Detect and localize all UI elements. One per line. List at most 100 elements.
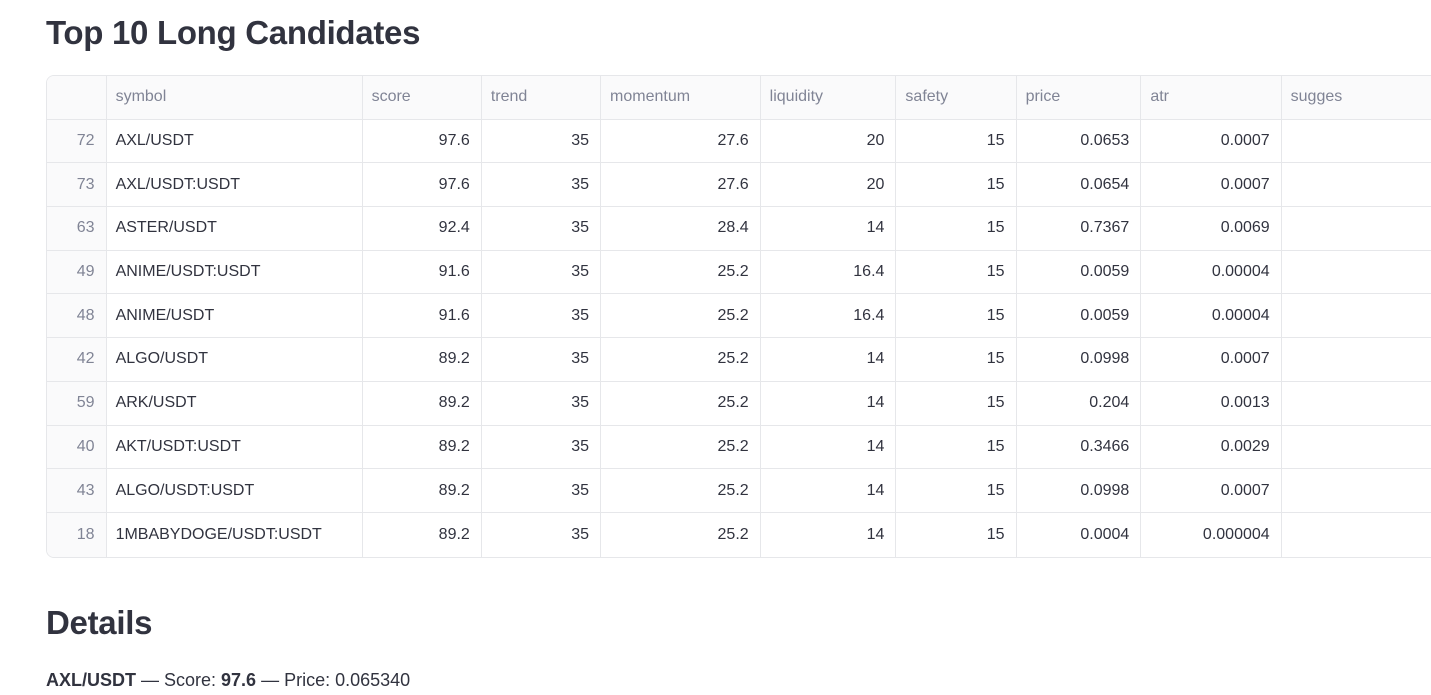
table-cell: ALGO/USDT:USDT — [107, 469, 363, 512]
table-cell: 25.2 — [601, 338, 761, 381]
table-cell: 15 — [896, 338, 1017, 381]
table-cell: 15 — [896, 163, 1017, 207]
table-cell: 15 — [896, 512, 1017, 557]
table-cell: AXL/USDT — [107, 119, 363, 163]
section-title: Top 10 Long Candidates — [46, 14, 421, 51]
table-cell: 35 — [482, 207, 602, 250]
table-cell: 0.7367 — [1017, 207, 1142, 250]
table-cell: 35 — [482, 469, 602, 512]
table-cell: 35 — [482, 294, 602, 338]
column-header: trend — [481, 76, 602, 119]
table-cell: 0.0007 — [1141, 469, 1282, 512]
column-header: safety — [896, 76, 1017, 119]
table-cell: 25.2 — [601, 250, 761, 294]
table-cell: 27.6 — [601, 163, 761, 207]
table-row: 40 AKT/USDT:USDT 89.2 35 25.2 14 15 0.3466 0.002… — [47, 425, 1431, 470]
table-cell: 35 — [482, 512, 602, 557]
table-cell: 0.00004 — [1141, 294, 1282, 338]
table-cell: 35 — [482, 250, 602, 294]
table-cell: 20 — [761, 163, 897, 207]
table-row: 42 ALGO/USDT 89.2 35 25.2 14 15 0.0998 0.0007 — [47, 338, 1431, 382]
table-cell: ALGO/USDT — [107, 338, 363, 381]
table-cell: 25.2 — [601, 425, 761, 469]
table-cell: 35 — [482, 163, 602, 207]
table-cell — [1282, 207, 1431, 250]
table-cell: 0.0013 — [1141, 381, 1282, 425]
table-cell: 0.0007 — [1141, 163, 1282, 207]
table-cell: 35 — [482, 425, 602, 469]
table-cell: 16.4 — [761, 294, 897, 338]
table-cell: 0.0998 — [1017, 469, 1142, 512]
table-cell: 15 — [896, 250, 1017, 294]
column-header: atr — [1141, 76, 1282, 119]
table-cell: 25.2 — [601, 469, 761, 512]
table-row: 73 AXL/USDT:USDT 97.6 35 27.6 20 15 0.0654 0.000… — [47, 163, 1431, 208]
header-row: symbol score trend momentum liquidity safety p… — [47, 76, 1431, 120]
table-cell: 0.0069 — [1141, 207, 1282, 250]
table-cell: 14 — [761, 338, 897, 381]
table-cell: 92.4 — [363, 207, 482, 250]
section-title: Details — [46, 604, 153, 641]
table-cell: ANIME/USDT — [107, 294, 363, 338]
table-cell: 0.0029 — [1141, 425, 1282, 469]
table-cell: 35 — [482, 338, 602, 381]
table-row: 49 ANIME/USDT:USDT 91.6 35 25.2 16.4 15 0.0059 0… — [47, 250, 1431, 295]
details-line: AXL/USDT — Score: 97.6 — Price: 0.065340 — [46, 670, 410, 691]
table-cell: 0.000004 — [1141, 512, 1282, 557]
table-cell: AKT/USDT:USDT — [107, 425, 363, 469]
table-cell: 15 — [896, 425, 1017, 469]
column-header: liquidity — [760, 76, 897, 119]
table-cell — [1282, 469, 1431, 512]
row-index: 72 — [47, 119, 107, 163]
table-cell — [1282, 163, 1431, 206]
table-cell: AXL/USDT:USDT — [107, 163, 363, 207]
column-header: momentum — [601, 76, 761, 119]
table-cell: 89.2 — [363, 381, 482, 425]
row-index: 42 — [47, 338, 107, 381]
row-index: 49 — [47, 250, 107, 294]
table-cell: 0.00004 — [1141, 250, 1282, 294]
row-index: 73 — [47, 163, 107, 207]
table-cell: 0.0004 — [1017, 512, 1142, 557]
table-cell: 89.2 — [363, 425, 482, 469]
table-cell: 28.4 — [601, 207, 761, 250]
table-cell: ARK/USDT — [107, 381, 363, 425]
table-cell: 15 — [896, 469, 1017, 512]
column-header: symbol — [106, 76, 363, 119]
score: 97.6 — [221, 670, 257, 690]
table-row: 18 1MBABYDOGE/USDT:USDT 89.2 35 25.2 14 15 0.00… — [47, 512, 1431, 557]
table-cell: 15 — [896, 381, 1017, 425]
table-cell — [1282, 426, 1431, 469]
table-cell: 0.0998 — [1017, 338, 1142, 381]
table-cell: 16.4 — [761, 250, 897, 294]
data-table: symbol score trend momentum liquidity safety p… — [46, 75, 1431, 558]
table-cell: 0.0007 — [1141, 119, 1282, 163]
table-cell: 0.0654 — [1017, 163, 1142, 207]
table-cell: 25.2 — [601, 381, 761, 425]
row-index: 48 — [47, 294, 107, 338]
table-cell: 35 — [482, 119, 602, 163]
table-cell: 91.6 — [363, 250, 482, 294]
table-cell — [1282, 120, 1431, 163]
table-cell: 15 — [896, 294, 1017, 338]
column-header: score — [362, 76, 482, 119]
table-cell: 25.2 — [601, 512, 761, 557]
table-cell: 20 — [761, 119, 897, 163]
row-index: 59 — [47, 381, 107, 425]
table-cell: ANIME/USDT:USDT — [107, 250, 363, 294]
table-cell: 0.0059 — [1017, 250, 1142, 294]
table-cell: 0.0007 — [1141, 338, 1282, 381]
table-cell — [1282, 382, 1431, 425]
table-cell: 14 — [761, 425, 897, 469]
row-index: 18 — [47, 512, 107, 557]
table-cell: 97.6 — [363, 119, 482, 163]
table-cell: 14 — [761, 207, 897, 250]
table-cell: 0.3466 — [1017, 425, 1142, 469]
table-cell: 89.2 — [363, 338, 482, 381]
table-row: 48 ANIME/USDT 91.6 35 25.2 16.4 15 0.0059 0.0000… — [47, 294, 1431, 339]
table-cell: 89.2 — [363, 469, 482, 512]
table-cell: 25.2 — [601, 294, 761, 338]
column-header: sugges — [1281, 76, 1431, 119]
table-row: 72 AXL/USDT 97.6 35 27.6 20 15 0.0653 0.0007 — [47, 119, 1431, 164]
